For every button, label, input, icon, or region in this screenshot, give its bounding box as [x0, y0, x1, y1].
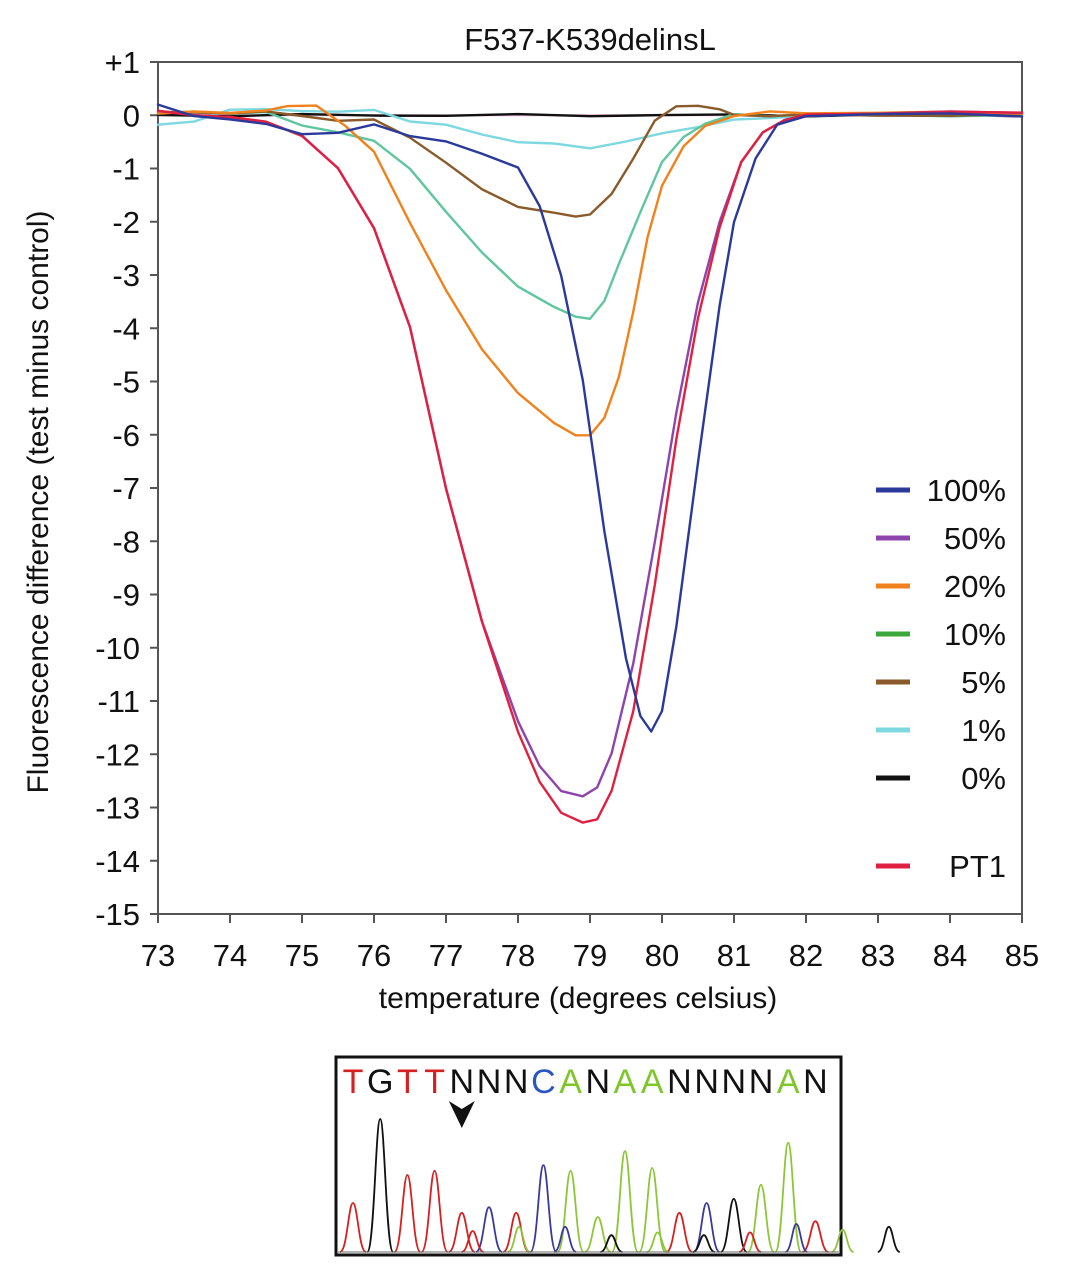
series-line-20pct	[156, 104, 1024, 437]
sequence-base: G	[367, 1063, 393, 1101]
series-line-pt1	[156, 109, 1024, 824]
sequence-base: C	[531, 1063, 556, 1101]
legend-label: 5%	[961, 665, 1006, 700]
y-axis: +1 0 -1 -2 -3 -4 -5 -6 -7 -8 -9 -10 -11 -12 -13 -14 -15	[95, 45, 158, 932]
chromatogram-peak	[692, 1202, 721, 1253]
x-axis: 73 74 75 76 77 78 79 80 81 82 83 84 85	[141, 914, 1039, 973]
x-tick-label: 74	[213, 938, 247, 973]
y-tick-label: -12	[95, 737, 140, 772]
sequence-base: N	[749, 1063, 774, 1101]
series-line-1pct	[156, 108, 1024, 150]
y-tick-label: -6	[112, 418, 140, 453]
y-tick-label: -4	[112, 311, 140, 346]
chromatogram-peak	[393, 1174, 422, 1253]
series-lines	[156, 103, 1024, 824]
legend: 100% 50% 20% 10% 5% 1% 0% PT1	[876, 473, 1006, 884]
arrowhead-marker-icon	[448, 1101, 475, 1128]
chromatogram-peak	[877, 1225, 901, 1253]
sequence-base: A	[641, 1063, 664, 1101]
sequence-base: N	[504, 1063, 529, 1101]
y-tick-label: +1	[105, 45, 140, 80]
legend-label: PT1	[949, 849, 1006, 884]
series-line-100pct	[156, 103, 1024, 733]
chromatogram-peak	[553, 1225, 577, 1253]
chromatogram-peak	[448, 1211, 476, 1253]
sequence-base: N	[477, 1063, 502, 1101]
sequence-base: A	[614, 1063, 637, 1101]
y-tick-label: -13	[95, 791, 140, 826]
y-tick-label: 0	[123, 98, 140, 133]
chromatogram-peak	[738, 1231, 762, 1253]
sequence-base: T	[424, 1063, 445, 1101]
sequence-base: N	[803, 1063, 828, 1101]
chromatogram-peak	[692, 1234, 716, 1253]
x-tick-label: 84	[933, 938, 967, 973]
y-tick-label: -7	[112, 471, 140, 506]
x-tick-label: 80	[645, 938, 679, 973]
x-tick-label: 82	[789, 938, 823, 973]
chromatogram-peak	[831, 1228, 854, 1253]
chromatogram-peak	[665, 1211, 693, 1253]
x-tick-label: 83	[861, 938, 895, 973]
sequence-base: N	[450, 1063, 475, 1101]
sequence-base: A	[559, 1063, 582, 1101]
chromatogram-peak	[461, 1230, 485, 1253]
x-tick-label: 78	[501, 938, 535, 973]
y-tick-label: -11	[97, 684, 140, 719]
chromatogram-peak	[556, 1169, 585, 1253]
chromatogram-peak	[529, 1164, 558, 1253]
y-tick-label: -2	[112, 205, 140, 240]
chromatogram-peak	[366, 1118, 395, 1253]
chromatogram-peak	[475, 1206, 503, 1253]
chromatogram-peak	[646, 1231, 669, 1253]
chromatogram-traces	[338, 1118, 901, 1253]
chromatogram-peak	[774, 1141, 803, 1253]
series-line-5pct	[156, 104, 1024, 218]
y-tick-label: -5	[112, 365, 140, 400]
sequence-base: A	[777, 1063, 800, 1101]
chromatogram-peak	[339, 1202, 367, 1253]
x-tick-label: 76	[357, 938, 391, 973]
chromatogram-peak	[719, 1197, 748, 1253]
chromatogram-frame	[334, 1055, 843, 1257]
chromatogram-peak	[420, 1169, 449, 1253]
sequence-base: T	[343, 1063, 364, 1101]
chromatogram-peak	[600, 1234, 623, 1253]
x-tick-label: 73	[141, 938, 175, 973]
legend-label: 20%	[944, 569, 1006, 604]
legend-label: 50%	[944, 521, 1006, 556]
y-tick-label: -1	[112, 152, 140, 187]
sequence-base: T	[397, 1063, 418, 1101]
sequence-base: N	[586, 1063, 611, 1101]
legend-label: 1%	[961, 713, 1006, 748]
sequence-base: N	[694, 1063, 719, 1101]
x-axis-label: temperature (degrees celsius)	[379, 982, 778, 1015]
x-tick-label: 75	[285, 938, 319, 973]
chromatogram-peak	[507, 1225, 531, 1253]
chromatogram-peak	[784, 1223, 808, 1253]
legend-label: 0%	[961, 761, 1006, 796]
legend-label: 100%	[927, 473, 1006, 508]
chart-title: F537-K539delinsL	[464, 22, 716, 57]
chromatogram-peak	[611, 1150, 639, 1253]
y-tick-label: -15	[95, 897, 140, 932]
y-tick-label: -10	[95, 631, 140, 666]
y-tick-label: -9	[112, 578, 140, 613]
x-tick-label: 77	[429, 938, 463, 973]
chromatogram-peak	[801, 1220, 829, 1253]
x-tick-label: 79	[573, 938, 607, 973]
y-tick-label: -14	[95, 844, 140, 879]
arrowhead-icon	[448, 1101, 475, 1128]
legend-label: 10%	[944, 617, 1006, 652]
y-axis-label: Fluorescence difference (test minus cont…	[22, 210, 55, 793]
y-tick-label: -3	[112, 258, 140, 293]
sequence-base: N	[667, 1063, 692, 1101]
y-tick-label: -8	[112, 524, 140, 559]
x-tick-label: 81	[717, 938, 751, 973]
x-tick-label: 85	[1005, 938, 1039, 973]
sequence-base: N	[722, 1063, 747, 1101]
